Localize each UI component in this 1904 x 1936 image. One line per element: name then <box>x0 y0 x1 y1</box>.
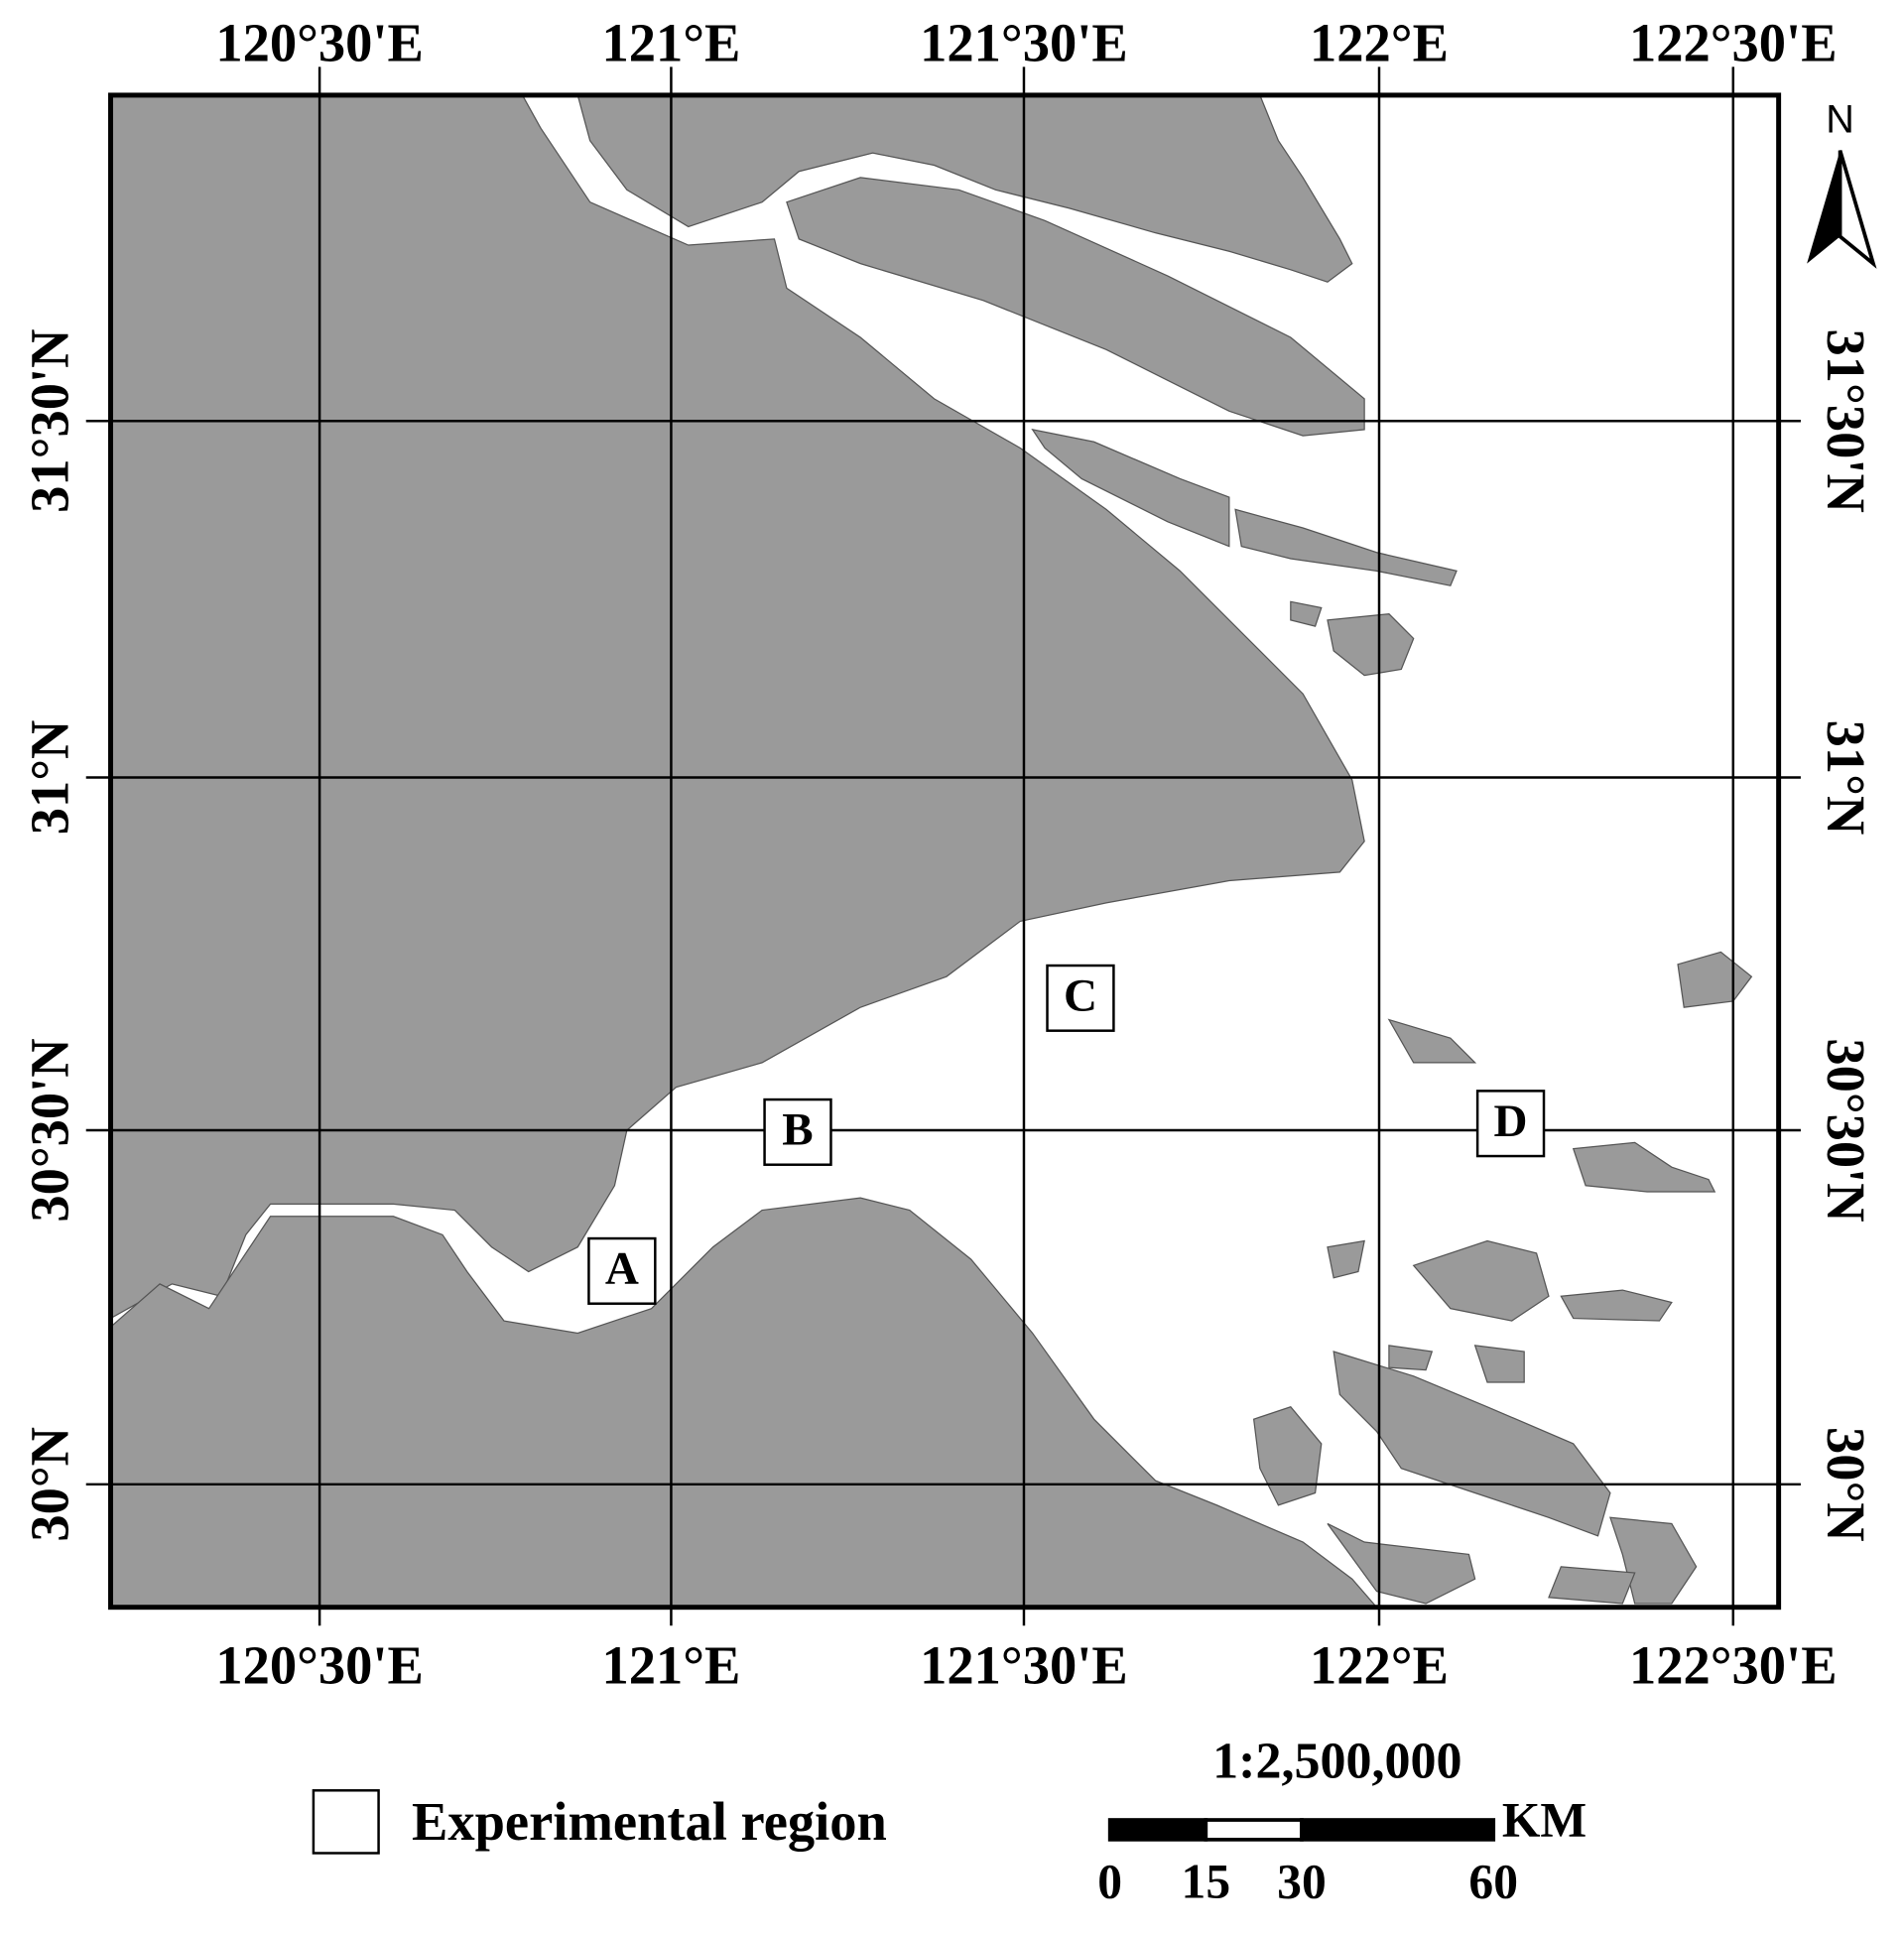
map-frame <box>108 92 1782 1611</box>
north-arrow-half <box>1838 150 1877 269</box>
island <box>1327 1522 1476 1605</box>
scale-tick-label: 30 <box>1277 1854 1327 1908</box>
experimental-region <box>1046 964 1115 1032</box>
scale-unit: KM <box>1502 1792 1587 1847</box>
island <box>1327 613 1415 677</box>
north-label: N <box>1826 98 1854 142</box>
island <box>1572 1141 1716 1193</box>
island <box>1412 1239 1550 1322</box>
island <box>1387 1018 1477 1064</box>
island <box>1473 1345 1525 1383</box>
land-north-bank <box>576 94 1353 283</box>
lon-label-bottom: 122°30'E <box>1629 1635 1838 1696</box>
legend: Experimental region <box>312 1789 887 1855</box>
lon-label-bottom: 120°30'E <box>215 1635 424 1696</box>
lon-label-top: 121°E <box>601 12 740 72</box>
graticule <box>85 66 1801 1626</box>
island-chongming <box>786 177 1365 437</box>
lat-label-left: 31°N <box>19 720 79 836</box>
scale-segment <box>1107 1818 1208 1842</box>
lon-label-bottom: 121°E <box>601 1635 740 1696</box>
lon-label-bottom: 121°30'E <box>920 1635 1128 1696</box>
scale-tick-label: 0 <box>1097 1854 1122 1908</box>
region-label: D <box>1494 1096 1528 1147</box>
island <box>1031 428 1230 548</box>
north-arrow: N <box>1807 98 1877 269</box>
island <box>1290 600 1323 627</box>
lat-label-right: 31°30'N <box>1816 329 1876 513</box>
land <box>109 94 1753 1609</box>
lon-label-top: 121°30'E <box>920 12 1128 72</box>
island <box>1234 508 1458 586</box>
scale-tick-label: 60 <box>1468 1854 1518 1908</box>
island <box>1560 1289 1673 1322</box>
island <box>1327 1239 1365 1279</box>
lon-label-bottom: 122°E <box>1310 1635 1449 1696</box>
land-south <box>109 1197 1378 1609</box>
experimental-region <box>587 1236 657 1305</box>
scale-ratio: 1:2,500,000 <box>1212 1733 1461 1789</box>
island-zhoushan <box>1333 1351 1611 1537</box>
island <box>1388 1345 1434 1371</box>
scale-segment <box>1204 1818 1304 1842</box>
scale-bar: 1:2,500,000 KM 0 15 30 60 <box>1097 1733 1587 1908</box>
lat-label-left: 30°30'N <box>19 1038 79 1222</box>
lon-label-top: 120°30'E <box>215 12 424 72</box>
lon-label-top: 122°E <box>1310 12 1449 72</box>
region-label: C <box>1064 970 1097 1022</box>
legend-label: Experimental region <box>412 1791 887 1852</box>
island <box>1252 1406 1323 1506</box>
lat-label-left: 30°N <box>19 1427 79 1542</box>
region-label: A <box>605 1243 639 1295</box>
lat-label-right: 30°30'N <box>1816 1038 1876 1222</box>
land-north-west <box>109 94 1365 1320</box>
north-arrow-half <box>1807 150 1841 264</box>
experimental-region <box>763 1097 832 1166</box>
legend-swatch <box>312 1789 380 1855</box>
experimental-region <box>1475 1090 1546 1158</box>
region-label: B <box>782 1104 813 1156</box>
island <box>1548 1566 1636 1605</box>
lat-label-right: 31°N <box>1816 720 1876 836</box>
scale-segment <box>1300 1818 1496 1842</box>
lat-label-left: 31°30'N <box>19 329 79 513</box>
lon-label-top: 122°30'E <box>1629 12 1838 72</box>
lat-label-right: 30°N <box>1816 1427 1876 1542</box>
scale-tick-label: 15 <box>1182 1854 1231 1908</box>
